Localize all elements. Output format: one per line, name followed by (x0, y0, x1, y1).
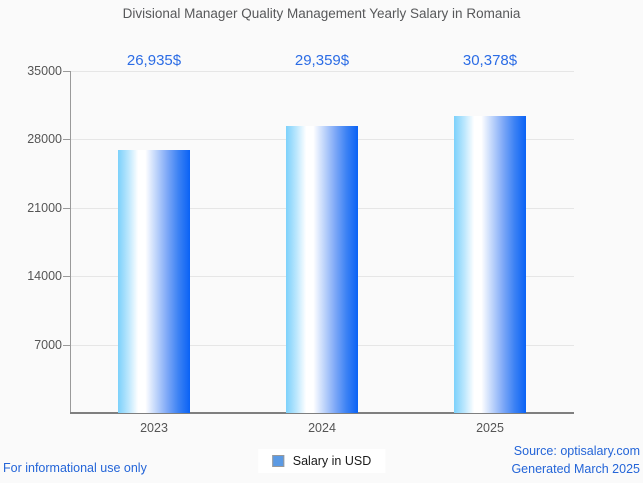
x-axis-line (70, 412, 574, 414)
bar-2025[interactable] (454, 116, 526, 413)
x-tick-label: 2024 (308, 421, 336, 435)
y-tick-label: 7000 (34, 337, 62, 352)
x-tick-label: 2025 (476, 421, 504, 435)
legend[interactable]: Salary in USD (257, 449, 386, 473)
gridline (70, 71, 574, 72)
blue-square-icon (271, 455, 284, 467)
bar-2024[interactable] (286, 126, 358, 413)
y-axis-tick (63, 344, 70, 346)
y-axis-tick (63, 139, 70, 141)
source-link[interactable]: Source: optisalary.com (513, 444, 640, 458)
y-tick-label: 28000 (27, 132, 62, 147)
y-tick-label: 35000 (27, 64, 62, 78)
y-axis-tick (63, 276, 70, 278)
bar-2023[interactable] (118, 149, 190, 413)
footer-disclaimer: For informational use only (3, 461, 147, 475)
y-tick-label: 14000 (27, 269, 62, 284)
chart-title: Divisional Manager Quality Management Ye… (122, 6, 521, 21)
y-tick-label: 21000 (27, 200, 62, 215)
value-label: 29,359$ (294, 52, 350, 69)
footer-source-block: Source: optisalary.com Generated March 2… (511, 442, 640, 478)
legend-label: Salary in USD (292, 454, 372, 468)
generated-date: Generated March 2025 (511, 462, 640, 476)
y-axis-tick (63, 207, 70, 209)
value-label: 30,378$ (462, 52, 518, 69)
x-tick-label: 2023 (140, 421, 168, 435)
y-axis-tick (63, 71, 70, 72)
y-axis-line (70, 71, 71, 413)
value-label: 26,935$ (126, 52, 182, 69)
